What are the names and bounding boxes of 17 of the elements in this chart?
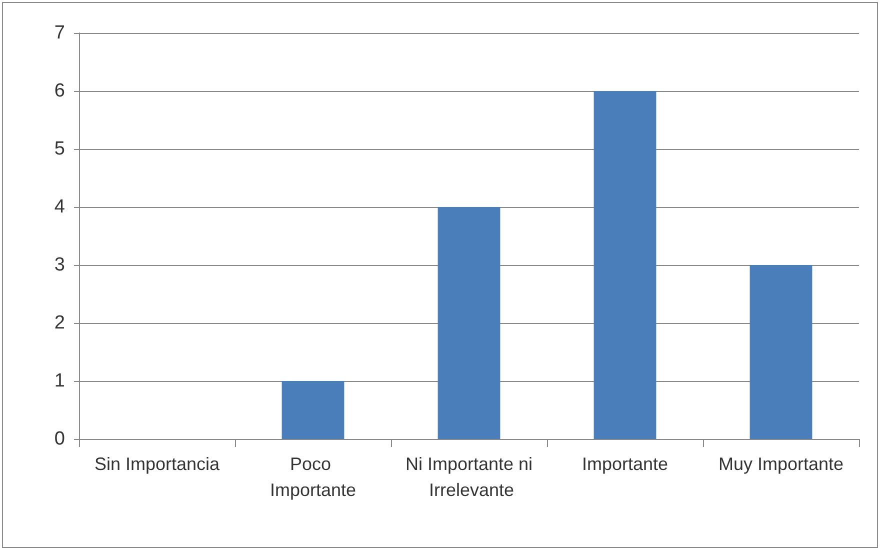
bar — [750, 265, 812, 439]
bar — [282, 381, 344, 439]
x-tick-label: Poco Importante — [270, 454, 356, 500]
y-tick-label: 5 — [54, 138, 65, 160]
bar — [594, 91, 656, 439]
x-tick-label: Ni Importante ni Irrelevante — [405, 454, 533, 500]
y-tick-label: 4 — [54, 196, 66, 218]
y-tick-label: 7 — [54, 22, 65, 44]
x-tick-label: Muy Importante — [718, 454, 844, 474]
y-tick-label: 0 — [54, 428, 65, 450]
bar — [438, 207, 500, 439]
x-tick-label: Importante — [582, 454, 668, 474]
y-tick-label: 3 — [54, 254, 65, 276]
y-tick-label: 6 — [54, 80, 65, 102]
x-tick-label: Sin Importancia — [94, 454, 221, 474]
y-tick-label: 2 — [54, 312, 65, 334]
y-tick-label: 1 — [54, 370, 65, 392]
